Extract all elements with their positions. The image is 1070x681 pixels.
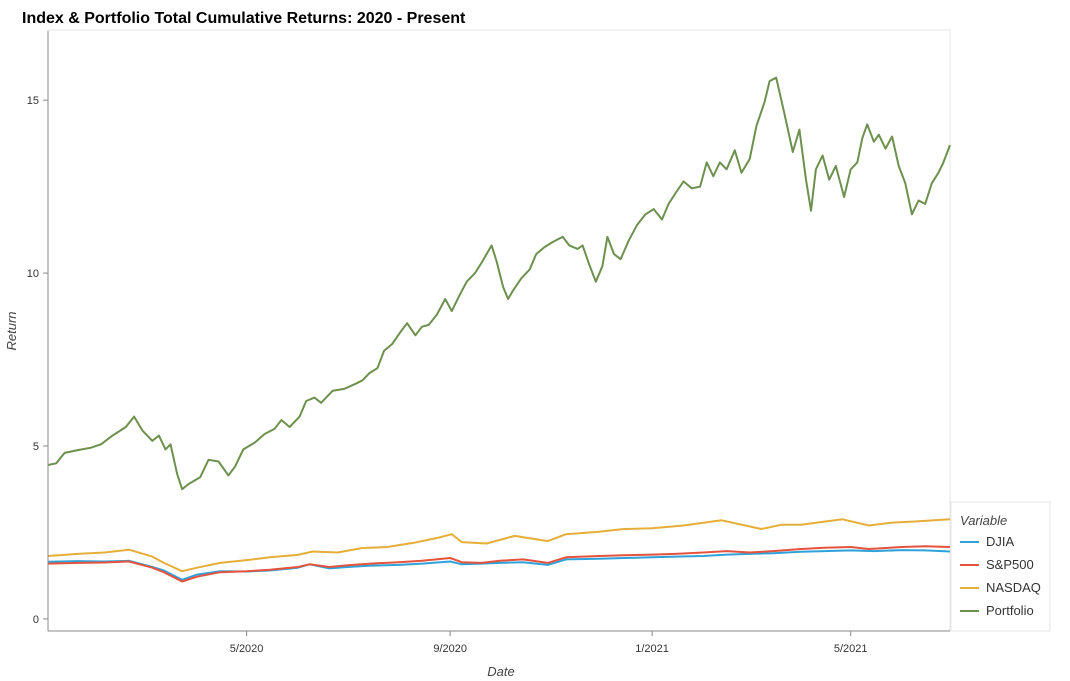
legend-label: DJIA: [986, 534, 1015, 549]
legend-label: NASDAQ: [986, 580, 1041, 595]
x-tick-label: 9/2020: [433, 643, 467, 655]
y-axis: 0 5 10 15: [27, 95, 48, 626]
legend-items: DJIA S&P500 NASDAQ Portfolio: [960, 534, 1041, 618]
x-tick-label: 5/2020: [230, 643, 264, 655]
legend-title: Variable: [960, 513, 1007, 528]
y-tick-label: 0: [33, 614, 39, 626]
x-axis-label: Date: [487, 664, 514, 679]
legend-box: [950, 501, 1051, 632]
series-line-nasdaq: [47, 518, 951, 573]
y-tick-label: 5: [33, 441, 39, 453]
chart-title: Index & Portfolio Total Cumulative Retur…: [22, 10, 466, 27]
legend: Variable DJIA S&P500 NASDAQ Portfolio: [950, 501, 1051, 632]
series-line-s-p500: [47, 545, 951, 583]
x-tick-label: 1/2021: [635, 643, 669, 655]
x-tick-label: 5/2021: [834, 643, 868, 655]
y-tick-label: 15: [27, 95, 39, 107]
y-axis-label: Return: [4, 311, 19, 350]
series-lines: [47, 76, 951, 583]
series-line-djia: [47, 549, 951, 581]
x-axis: 5/2020 9/2020 1/2021 5/2021: [230, 631, 868, 655]
legend-label: S&P500: [986, 557, 1034, 572]
series-line-portfolio: [47, 76, 951, 491]
legend-label: Portfolio: [986, 603, 1034, 618]
y-tick-label: 10: [27, 268, 39, 280]
